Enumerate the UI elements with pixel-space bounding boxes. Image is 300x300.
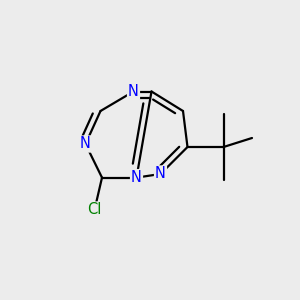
Text: N: N <box>80 136 91 152</box>
Text: N: N <box>155 167 166 182</box>
Text: N: N <box>128 84 139 99</box>
Text: Cl: Cl <box>87 202 102 217</box>
Text: N: N <box>131 170 142 185</box>
